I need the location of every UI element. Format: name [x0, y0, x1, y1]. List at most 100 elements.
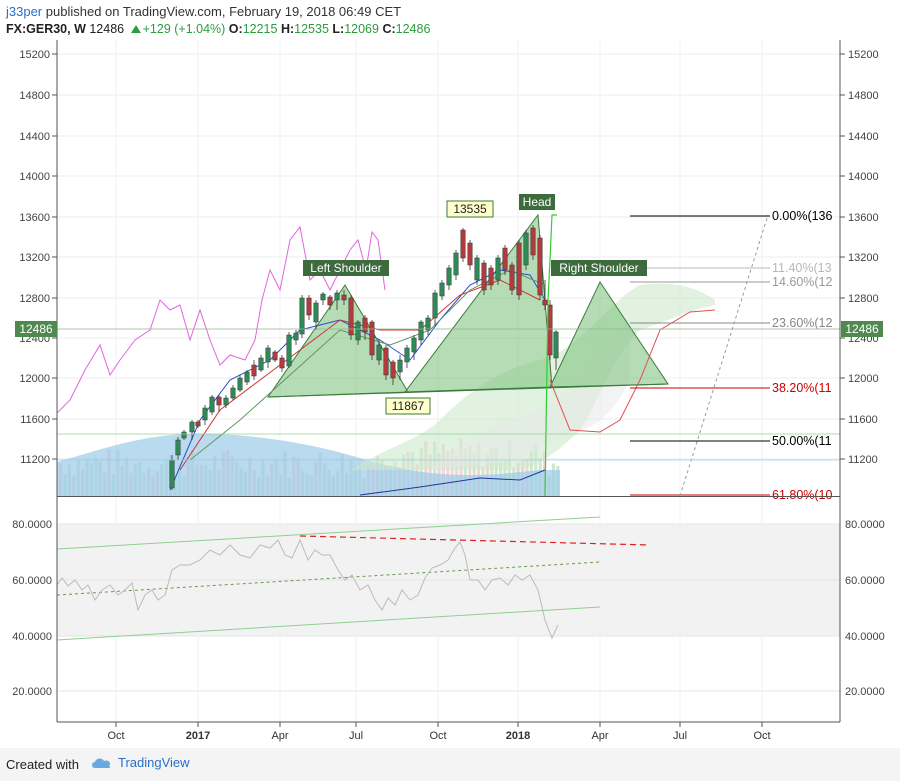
price-tick-right: 14000	[848, 171, 879, 183]
low-price-label[interactable]: 11867	[385, 397, 431, 415]
price-badge-left: 12486	[15, 321, 57, 337]
candle[interactable]	[189, 420, 195, 440]
candle[interactable]	[481, 260, 487, 295]
rsi-indicator[interactable]	[56, 516, 651, 641]
candle[interactable]	[230, 385, 236, 400]
candle[interactable]	[272, 350, 278, 362]
cloud-edge-red	[549, 309, 716, 433]
candle[interactable]	[425, 315, 431, 335]
candle[interactable]	[537, 235, 543, 300]
candle[interactable]	[488, 265, 494, 290]
candle[interactable]	[530, 225, 536, 260]
candle[interactable]	[553, 330, 559, 370]
candle[interactable]	[244, 370, 250, 385]
candle[interactable]	[383, 345, 389, 380]
candle[interactable]	[516, 240, 522, 300]
rsi-tick-right: 40.0000	[845, 631, 885, 643]
candle[interactable]	[348, 295, 354, 340]
candle[interactable]	[293, 330, 299, 345]
rsi-tick-right: 80.0000	[845, 519, 885, 531]
price-tick-left: 14000	[19, 171, 50, 183]
candle[interactable]	[209, 395, 215, 415]
author-link[interactable]: j33per	[6, 4, 43, 19]
candle[interactable]	[390, 360, 396, 385]
candle[interactable]	[397, 355, 403, 380]
fib-level[interactable]: 11.40%(13	[630, 261, 832, 275]
fib-level-label: 0.00%(136	[772, 209, 833, 223]
candle[interactable]	[223, 395, 229, 408]
candle[interactable]	[542, 280, 548, 310]
fib-level[interactable]: 0.00%(136	[630, 209, 833, 223]
candle[interactable]	[341, 290, 347, 305]
left-shoulder-label[interactable]: Left Shoulder	[303, 260, 389, 276]
candle[interactable]	[502, 245, 508, 275]
candle[interactable]	[181, 430, 187, 440]
candle[interactable]	[418, 320, 424, 345]
candle[interactable]	[495, 255, 501, 285]
candle[interactable]	[509, 262, 515, 295]
cloud-logo-icon	[92, 757, 111, 768]
price-tick-left: 14400	[19, 131, 50, 143]
rsi-tick-left: 80.0000	[12, 519, 52, 531]
price-tick-right: 13600	[848, 212, 879, 224]
candle[interactable]	[202, 405, 208, 425]
candle[interactable]	[404, 345, 410, 368]
candlesticks[interactable]	[169, 225, 559, 490]
candle[interactable]	[453, 250, 459, 280]
candle[interactable]	[306, 295, 312, 320]
symbol-label[interactable]: FX:GER30, W	[6, 22, 86, 36]
candle[interactable]	[467, 240, 473, 270]
candle[interactable]	[279, 355, 285, 372]
candle[interactable]	[523, 230, 529, 270]
candle[interactable]	[369, 320, 375, 360]
fib-level[interactable]: 50.00%(11	[630, 434, 832, 448]
fib-level[interactable]: 61.80%(10	[630, 488, 833, 502]
close-value: 12486	[395, 22, 431, 36]
candle[interactable]	[327, 295, 333, 310]
candle[interactable]	[362, 315, 368, 340]
right-shoulder-label[interactable]: Right Shoulder	[551, 260, 647, 276]
head-text: Head	[523, 195, 552, 209]
tradingview-brand: TradingView	[118, 755, 190, 770]
candle[interactable]	[334, 290, 340, 310]
head-label[interactable]: Head	[519, 194, 555, 210]
candle[interactable]	[175, 437, 181, 460]
candle[interactable]	[376, 340, 382, 365]
candle[interactable]	[460, 228, 466, 262]
high-price-label[interactable]: 13535	[446, 200, 494, 218]
time-tick: 2017	[186, 730, 210, 742]
candle[interactable]	[474, 255, 480, 285]
publish-text: published on TradingView.com, February 1…	[45, 4, 402, 19]
time-tick: Oct	[753, 730, 770, 742]
candle[interactable]	[265, 345, 271, 368]
candle[interactable]	[432, 290, 438, 325]
rsi-tick-right: 60.0000	[845, 575, 885, 587]
price-tick-left: 11600	[20, 414, 50, 426]
cloud-shadow	[430, 320, 630, 470]
candle[interactable]	[411, 335, 417, 360]
candle[interactable]	[251, 360, 257, 380]
candle[interactable]	[313, 300, 319, 330]
fib-level[interactable]: 38.20%(11	[630, 381, 832, 395]
candle[interactable]	[299, 295, 305, 338]
candle[interactable]	[320, 292, 326, 305]
candle[interactable]	[237, 375, 243, 392]
candle[interactable]	[216, 395, 222, 412]
candle[interactable]	[286, 332, 292, 368]
time-tick: Apr	[271, 730, 288, 742]
price-badge-right-text: 12486	[845, 322, 879, 336]
fib-level-label: 14.60%(12	[772, 275, 833, 289]
price-tick-right: 11600	[848, 414, 878, 426]
fib-level[interactable]: 23.60%(12	[630, 316, 833, 330]
candle[interactable]	[258, 355, 264, 372]
candle[interactable]	[355, 320, 361, 345]
fib-trend-line	[679, 214, 769, 497]
candle[interactable]	[439, 280, 445, 300]
candle[interactable]	[446, 265, 452, 290]
tradingview-link[interactable]: TradingView	[90, 755, 190, 770]
time-tick: Jul	[673, 730, 687, 742]
candle[interactable]	[195, 420, 201, 428]
chart-header: j33per published on TradingView.com, Feb…	[0, 0, 900, 40]
